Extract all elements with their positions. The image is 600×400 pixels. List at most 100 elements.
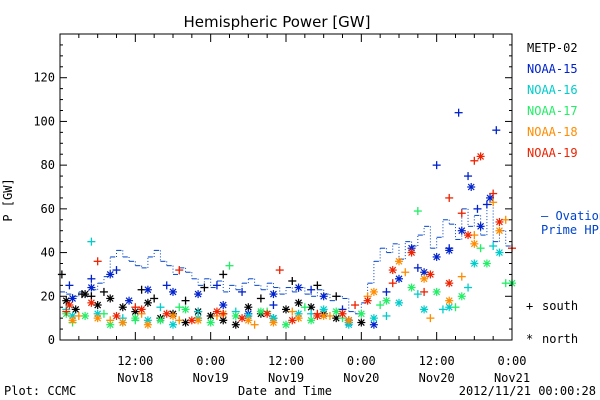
north-point: [407, 283, 416, 292]
north-point: [420, 305, 429, 314]
legend: METP-02 NOAA-15 NOAA-16 NOAA-17 NOAA-18 NOAA-…: [527, 41, 578, 160]
south-point: [445, 193, 454, 202]
hpi-label-line1: — Ovation: [541, 209, 600, 223]
south-point: [238, 287, 247, 296]
south-point: [219, 270, 228, 279]
north-point: [486, 193, 495, 202]
x-tick-date-label: Nov20: [419, 371, 455, 385]
north-point: [65, 301, 74, 310]
x-tick-time-label: 12:00: [268, 354, 304, 368]
legend-entry: NOAA-19: [527, 146, 578, 160]
north-point: [357, 309, 366, 318]
north-point: [445, 279, 454, 288]
north-point: [68, 316, 77, 325]
south-point: [432, 161, 441, 170]
north-point: [344, 316, 353, 325]
south-point: [62, 307, 71, 316]
north-point: [71, 305, 80, 314]
north-point: [432, 287, 441, 296]
south-point: [492, 126, 501, 135]
south-point: [464, 283, 473, 292]
south-point: [501, 215, 510, 224]
north-point: [282, 320, 290, 329]
south-point: [175, 316, 184, 325]
south-point: [131, 316, 140, 325]
north-point: [457, 226, 466, 235]
north-point: [382, 296, 391, 305]
south-point: [454, 108, 463, 117]
south-point: [464, 172, 473, 181]
south-point: [332, 292, 341, 301]
south-point: [77, 290, 86, 299]
north-point: [388, 266, 397, 275]
south-point: [413, 207, 422, 216]
north-point: [219, 301, 228, 310]
x-tick-date-label: Nov20: [343, 371, 379, 385]
north-point: [269, 318, 278, 327]
south-point: [162, 281, 171, 290]
north-point: [93, 314, 102, 323]
south-point: [288, 276, 297, 285]
north-point: [294, 314, 303, 323]
south-point: [225, 261, 234, 270]
legend-entry: METP-02: [527, 41, 578, 55]
y-axis-label: P [GW]: [1, 178, 15, 221]
north-point: [495, 226, 504, 235]
x-tick-date-label: Nov19: [193, 371, 229, 385]
south-point: [87, 274, 96, 283]
south-point: [112, 266, 121, 275]
x-tick-time-label: 0:00: [347, 354, 376, 368]
north-point: [125, 296, 134, 305]
north-point: [395, 274, 403, 283]
south-point: [300, 303, 309, 312]
south-point: [288, 307, 297, 316]
south-point: [351, 301, 360, 310]
y-tick-label: 120: [33, 71, 55, 85]
south-marker-label: south: [542, 299, 578, 313]
y-tick-label: 20: [41, 289, 55, 303]
north-point: [118, 303, 127, 312]
x-tick-date-label: Nov19: [268, 371, 304, 385]
north-point: [357, 318, 366, 327]
legend-entry: NOAA-16: [527, 83, 578, 97]
north-point: [143, 285, 152, 294]
south-point: [175, 303, 184, 312]
south-point: [482, 200, 491, 209]
south-point: [307, 285, 316, 294]
north-point: [282, 305, 290, 314]
ovation-hpi-series: [60, 203, 513, 315]
north-point: [464, 231, 473, 240]
north-point: [169, 320, 177, 329]
south-point: [426, 314, 435, 323]
south-point: [219, 309, 228, 318]
x-tick-time-label: 0:00: [196, 354, 225, 368]
south-point: [473, 204, 482, 213]
south-point: [131, 303, 140, 312]
south-point: [438, 305, 447, 314]
south-point: [175, 266, 184, 275]
south-point: [150, 294, 159, 303]
north-point: [420, 268, 429, 277]
north-point: [187, 316, 196, 325]
north-point: [395, 298, 403, 307]
x-tick-time-label: 12:00: [117, 354, 153, 368]
north-point: [263, 309, 272, 318]
south-point: [194, 307, 203, 316]
north-point: [307, 316, 316, 325]
north-point: [338, 309, 347, 318]
south-point: [181, 296, 190, 305]
north-point: [244, 316, 253, 325]
north-point: [143, 320, 152, 329]
north-point: [319, 305, 328, 314]
south-point: [382, 311, 391, 320]
north-point: [212, 307, 221, 316]
south-point: [376, 301, 385, 310]
north-point: [470, 239, 479, 248]
north-point: [432, 252, 441, 261]
south-point: [489, 198, 498, 207]
north-point: [162, 309, 171, 318]
north-point: [238, 314, 247, 323]
south-point: [313, 309, 322, 318]
north-point: [457, 292, 466, 301]
